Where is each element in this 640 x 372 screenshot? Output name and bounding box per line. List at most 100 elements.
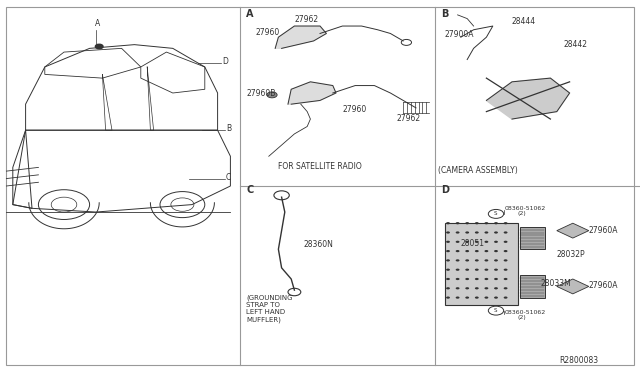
Circle shape <box>446 231 450 234</box>
Text: 08360-51062: 08360-51062 <box>504 206 545 211</box>
Circle shape <box>494 296 498 299</box>
Circle shape <box>446 287 450 289</box>
Text: 27960: 27960 <box>256 28 280 37</box>
Circle shape <box>494 278 498 280</box>
Circle shape <box>446 296 450 299</box>
Circle shape <box>446 278 450 280</box>
Circle shape <box>504 250 508 252</box>
Text: 28442: 28442 <box>563 39 588 48</box>
Circle shape <box>494 250 498 252</box>
Circle shape <box>465 278 469 280</box>
Circle shape <box>465 231 469 234</box>
Text: 27960A: 27960A <box>589 225 618 234</box>
Circle shape <box>494 231 498 234</box>
Text: 27960B: 27960B <box>246 89 276 98</box>
Circle shape <box>456 278 460 280</box>
Circle shape <box>484 241 488 243</box>
Circle shape <box>456 250 460 252</box>
Circle shape <box>475 287 479 289</box>
Circle shape <box>267 92 277 98</box>
Text: S: S <box>494 308 497 313</box>
Circle shape <box>475 250 479 252</box>
Text: 27962: 27962 <box>294 15 319 23</box>
Circle shape <box>456 241 460 243</box>
Text: STRAP TO: STRAP TO <box>246 302 280 308</box>
Text: B: B <box>442 9 449 19</box>
Circle shape <box>494 259 498 262</box>
Text: D: D <box>442 185 449 195</box>
Text: (2): (2) <box>517 315 526 320</box>
Polygon shape <box>486 78 570 119</box>
Circle shape <box>446 250 450 252</box>
Circle shape <box>475 222 479 224</box>
Text: 28444: 28444 <box>512 17 536 26</box>
Circle shape <box>456 231 460 234</box>
Bar <box>520 227 545 249</box>
Circle shape <box>484 231 488 234</box>
Circle shape <box>484 287 488 289</box>
Circle shape <box>475 278 479 280</box>
Polygon shape <box>557 279 589 294</box>
Text: D: D <box>223 57 228 66</box>
Text: B: B <box>226 124 231 133</box>
Polygon shape <box>275 26 326 48</box>
Circle shape <box>504 296 508 299</box>
Text: 28033M: 28033M <box>541 279 572 288</box>
Circle shape <box>465 250 469 252</box>
Circle shape <box>446 259 450 262</box>
Circle shape <box>456 296 460 299</box>
Circle shape <box>456 222 460 224</box>
Bar <box>445 223 518 305</box>
Text: 28032P: 28032P <box>557 250 586 259</box>
Circle shape <box>446 269 450 271</box>
Circle shape <box>475 296 479 299</box>
Text: 08360-51062: 08360-51062 <box>504 310 545 315</box>
Polygon shape <box>557 223 589 238</box>
Circle shape <box>484 296 488 299</box>
Text: C: C <box>226 173 231 182</box>
Circle shape <box>465 222 469 224</box>
Text: 27960A: 27960A <box>589 281 618 290</box>
Circle shape <box>446 241 450 243</box>
Circle shape <box>465 241 469 243</box>
Text: 27962: 27962 <box>397 114 421 123</box>
Text: C: C <box>246 185 253 195</box>
Text: A: A <box>246 9 254 19</box>
Circle shape <box>484 250 488 252</box>
Circle shape <box>456 287 460 289</box>
Circle shape <box>484 269 488 271</box>
Circle shape <box>456 259 460 262</box>
Bar <box>520 275 545 298</box>
Circle shape <box>95 44 103 49</box>
Text: S: S <box>494 211 497 217</box>
Circle shape <box>446 222 450 224</box>
Circle shape <box>456 269 460 271</box>
Circle shape <box>465 269 469 271</box>
Text: A: A <box>95 19 100 28</box>
Circle shape <box>484 278 488 280</box>
Text: LEFT HAND: LEFT HAND <box>246 310 285 315</box>
Circle shape <box>484 222 488 224</box>
Text: (2): (2) <box>517 211 526 216</box>
Text: (GROUNDING: (GROUNDING <box>246 295 293 301</box>
Circle shape <box>504 241 508 243</box>
Circle shape <box>504 259 508 262</box>
Circle shape <box>494 222 498 224</box>
Circle shape <box>504 278 508 280</box>
Circle shape <box>475 269 479 271</box>
Text: FOR SATELLITE RADIO: FOR SATELLITE RADIO <box>278 162 362 171</box>
Text: 27960: 27960 <box>342 105 367 113</box>
Text: (CAMERA ASSEMBLY): (CAMERA ASSEMBLY) <box>438 166 518 175</box>
Circle shape <box>465 259 469 262</box>
Circle shape <box>504 269 508 271</box>
Circle shape <box>475 231 479 234</box>
Text: 28051: 28051 <box>461 238 485 247</box>
Circle shape <box>494 241 498 243</box>
Circle shape <box>504 287 508 289</box>
Circle shape <box>465 287 469 289</box>
Circle shape <box>494 287 498 289</box>
Circle shape <box>504 231 508 234</box>
Text: 28360N: 28360N <box>304 240 334 249</box>
Circle shape <box>504 222 508 224</box>
Text: 27900A: 27900A <box>445 30 474 39</box>
